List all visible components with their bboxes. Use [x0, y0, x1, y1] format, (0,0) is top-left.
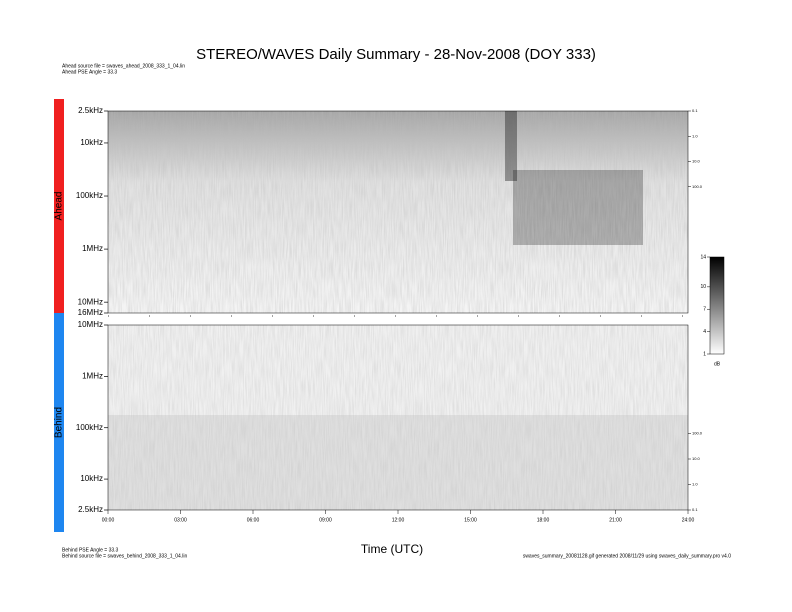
y-tick-label: 1MHz	[82, 371, 103, 380]
y-tick-label: 100kHz	[76, 191, 103, 200]
burst-region	[505, 111, 517, 181]
y-tick-label: 2.5kHz	[78, 505, 103, 514]
note: Ahead PSE Angle = 33.3	[62, 69, 117, 75]
y2-tick-label: 100.0	[692, 184, 703, 189]
y-tick-label: 10MHz	[78, 320, 103, 329]
footer: swaves_summary_20081128.gif generated 20…	[523, 553, 731, 559]
note: Behind PSE Angle = 33.3	[62, 547, 119, 553]
y-tick-label: 100kHz	[76, 423, 103, 432]
y-tick-label: 10kHz	[80, 138, 103, 147]
y-tick-label: 1MHz	[82, 244, 103, 253]
note: Ahead source file = swaves_ahead_2008_33…	[62, 63, 185, 69]
x-tick-label: 12:00	[392, 517, 405, 523]
x-tick-label: 09:00	[319, 517, 332, 523]
y2-tick-label: 0.1	[692, 108, 698, 113]
x-tick-label: 21:00	[609, 517, 622, 523]
colorbar-tick-label: 4	[703, 329, 706, 335]
x-tick-label: 15:00	[464, 517, 477, 523]
x-tick-label: 03:00	[174, 517, 187, 523]
colorbar-tick-label: 7	[703, 307, 706, 313]
spacecraft-label: Behind	[54, 407, 65, 438]
spacecraft-label: Ahead	[54, 192, 65, 221]
y-tick-label: 10kHz	[80, 474, 103, 483]
colorbar-tick-label: 1	[703, 351, 706, 357]
x-axis-label: Time (UTC)	[361, 542, 423, 556]
y2-tick-label: 100.0	[692, 431, 703, 436]
colorbar-tick-label: 10	[700, 284, 706, 290]
x-tick-label: 06:00	[247, 517, 260, 523]
y2-tick-label: 10.0	[692, 159, 701, 164]
y2-tick-label: 1.0	[692, 133, 698, 138]
y2-tick-label: 1.0	[692, 482, 698, 487]
colorbar-tick-label: 14	[700, 254, 706, 260]
x-tick-label: 24:00	[682, 517, 695, 523]
y2-tick-label: 10.0	[692, 456, 701, 461]
note: Behind source file = swaves_behind_2008_…	[62, 553, 187, 559]
panel-frame	[107, 110, 689, 314]
spectrogram-texture	[108, 111, 688, 313]
spacecraft-bar	[54, 99, 64, 313]
burst-region	[513, 170, 643, 245]
spacecraft-bar	[54, 313, 64, 532]
x-tick-label: 00:00	[102, 517, 115, 523]
colorbar-label: dB	[714, 361, 721, 367]
chart-title: STEREO/WAVES Daily Summary - 28-Nov-2008…	[196, 46, 596, 63]
spectrogram-texture	[108, 325, 688, 510]
y2-tick-label: 0.1	[692, 507, 698, 512]
y-tick-label: 10MHz	[78, 297, 103, 306]
x-tick-label: 18:00	[537, 517, 550, 523]
y-tick-label: 16MHz	[78, 308, 103, 317]
y-tick-label: 2.5kHz	[78, 106, 103, 115]
colorbar	[709, 256, 725, 355]
